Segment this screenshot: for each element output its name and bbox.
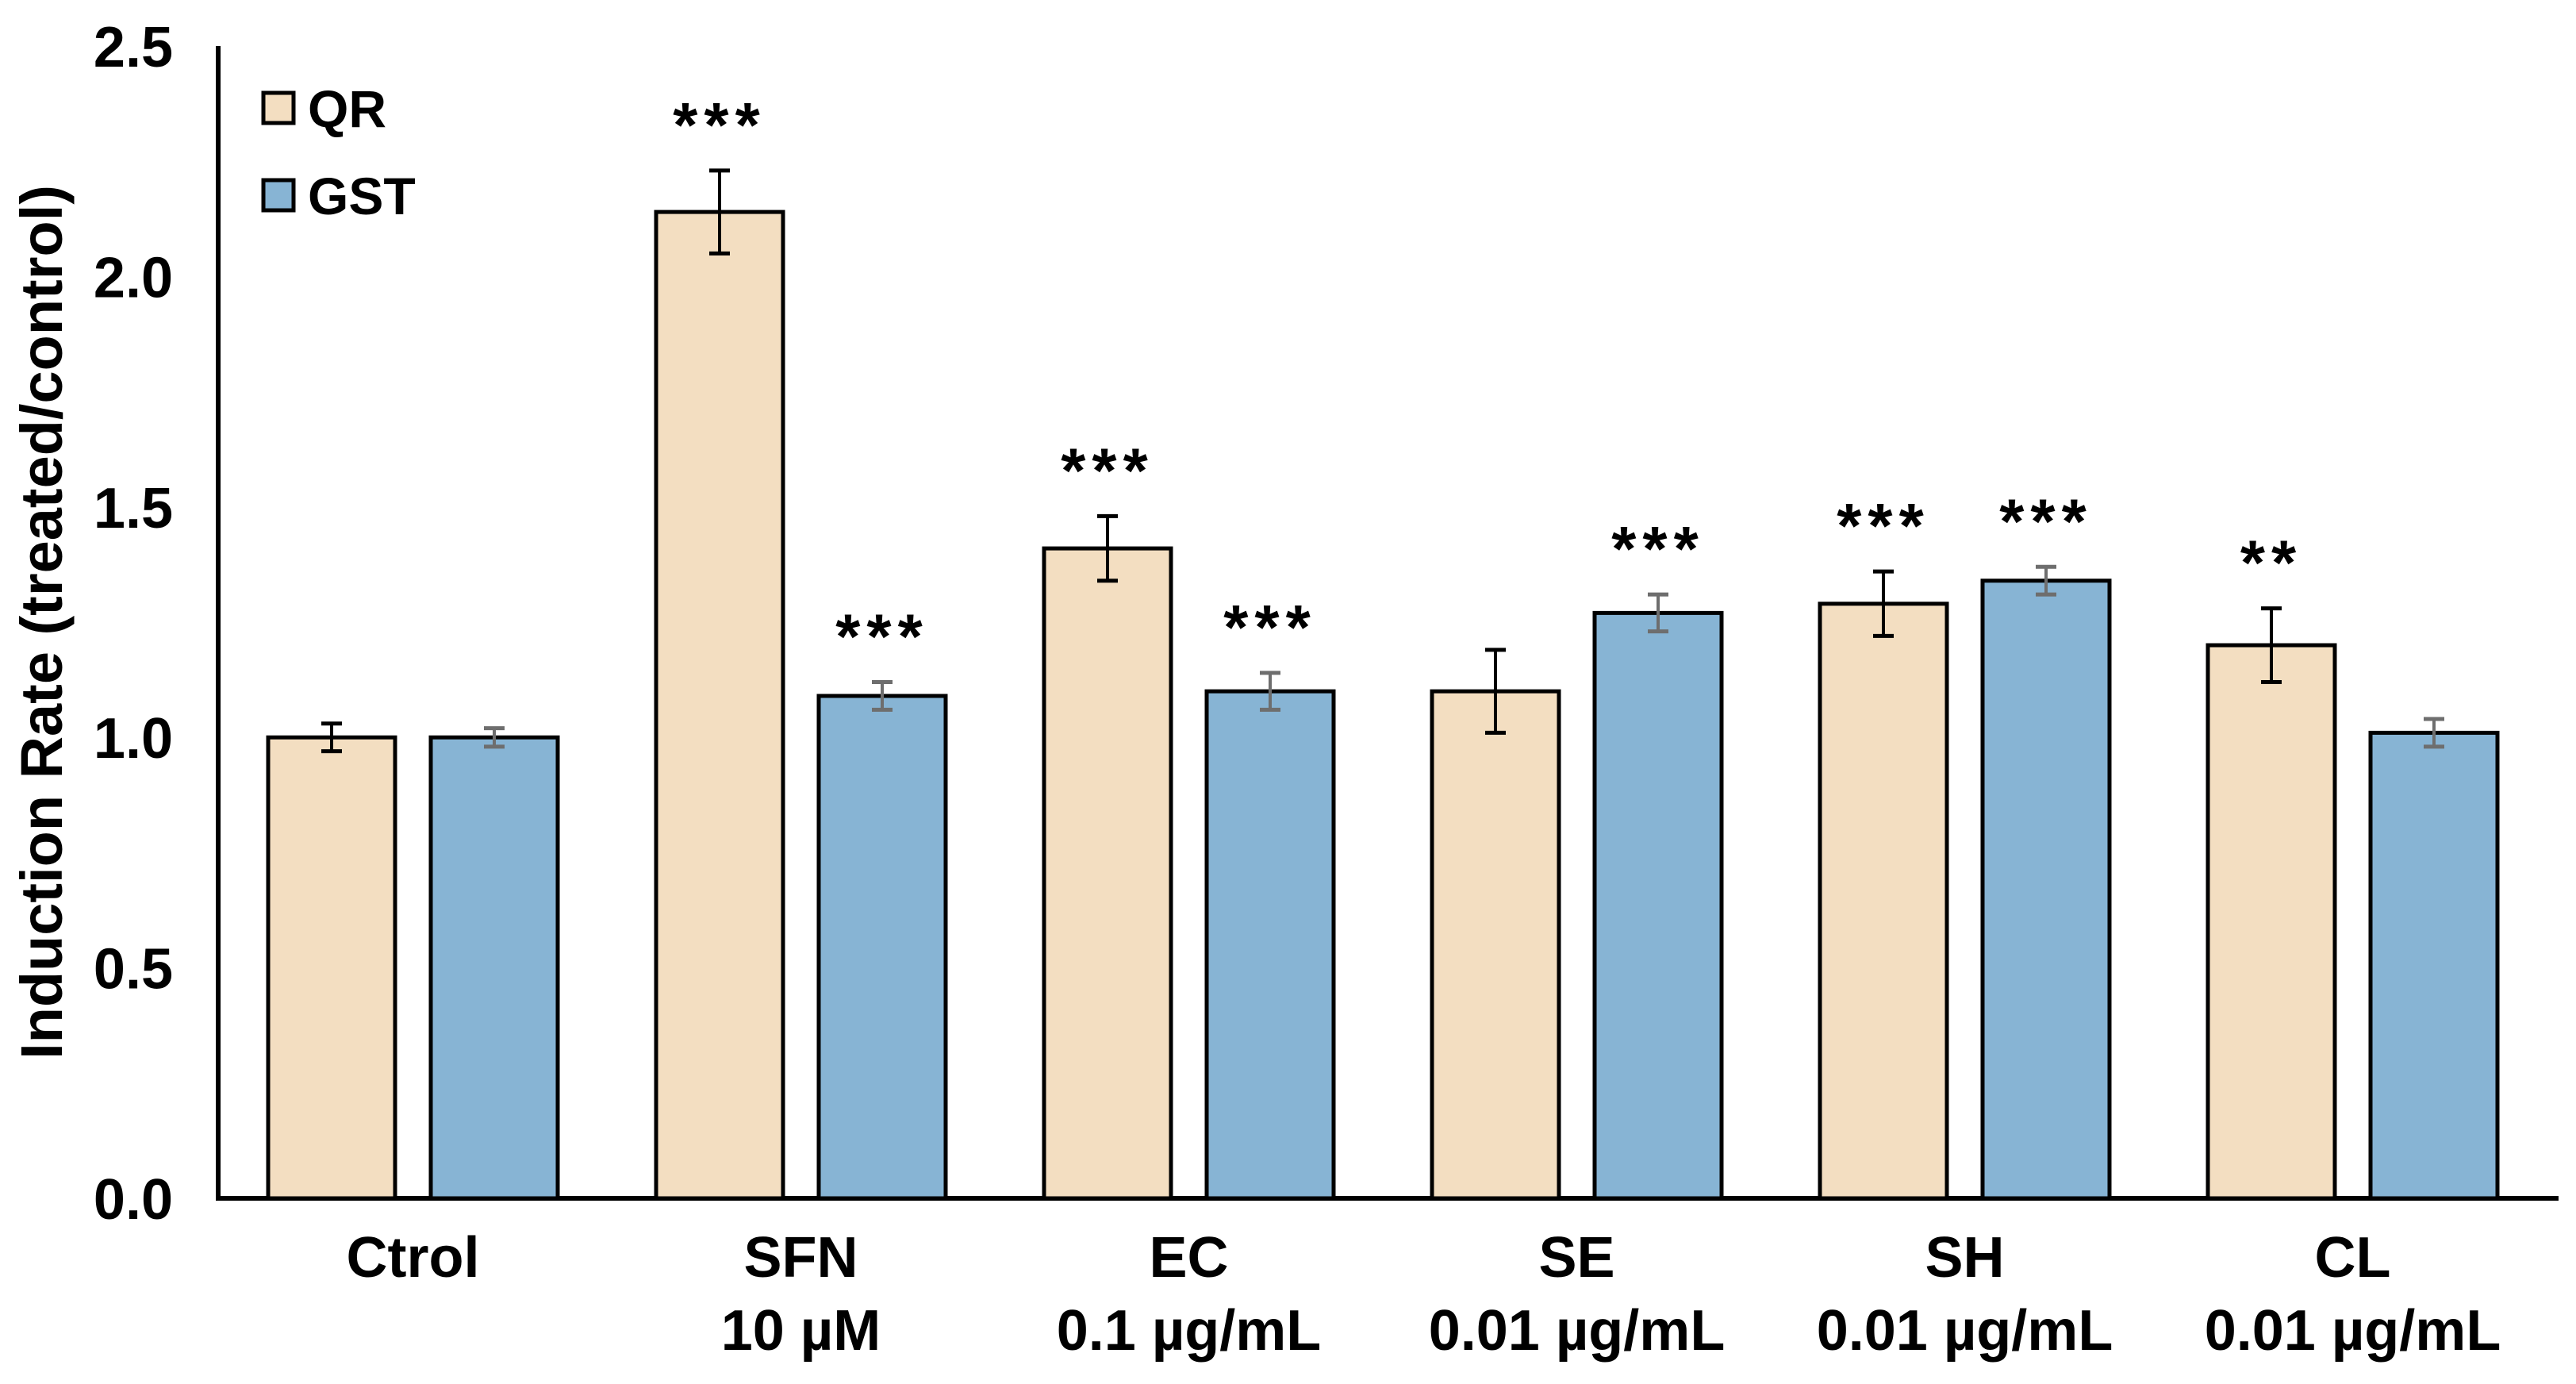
x-category-dose: 0.01 µg/mL	[2205, 1299, 2501, 1363]
y-tick-label: 2.5	[94, 16, 173, 79]
bar-qr	[266, 735, 397, 1201]
significance-marker: ***	[1611, 513, 1704, 584]
bar-groups: ************** ****** ***	[266, 90, 2500, 1201]
legend-label-gst: GST	[308, 167, 416, 225]
legend-swatch-gst	[261, 178, 296, 213]
x-category-dose: 0.01 µg/mL	[1817, 1299, 2113, 1363]
bar-gst	[2368, 730, 2500, 1201]
bar-gst	[428, 735, 560, 1201]
y-tick-label: 1.0	[94, 707, 173, 771]
x-category-dose: 0.1 µg/mL	[1057, 1299, 1322, 1363]
y-tick-label: 0.0	[94, 1168, 173, 1232]
legend-swatch-qr	[261, 90, 296, 125]
significance-marker: ***	[835, 602, 928, 672]
y-tick-label: 1.5	[94, 477, 173, 540]
significance-marker: ***	[1061, 435, 1154, 506]
bar-qr	[1818, 602, 1949, 1201]
bar-gst	[1204, 689, 1336, 1201]
significance-marker: **	[2240, 528, 2302, 598]
bar-gst	[816, 694, 948, 1201]
bar-qr	[654, 210, 785, 1201]
significance-marker: ***	[1223, 592, 1316, 663]
significance-marker: ***	[1837, 490, 1929, 561]
x-category-name: SH	[1925, 1226, 2004, 1290]
x-category-dose: 0.01 µg/mL	[1429, 1299, 1726, 1363]
x-category-name: SE	[1538, 1226, 1614, 1290]
significance-marker: ***	[1999, 486, 2092, 556]
bar-gst	[1980, 579, 2112, 1201]
bar-gst	[1592, 610, 1724, 1201]
bar-qr	[1430, 689, 1561, 1201]
x-category-name: EC	[1149, 1226, 1228, 1290]
x-category-name: CL	[2315, 1226, 2391, 1290]
bar-qr	[1042, 546, 1173, 1201]
x-category-name: Ctrol	[347, 1226, 480, 1290]
x-category-dose: 10 µM	[721, 1299, 881, 1363]
bar-qr	[2206, 643, 2337, 1201]
y-tick-label: 2.0	[94, 246, 173, 309]
legend: QR GST	[261, 79, 416, 225]
legend-label-qr: QR	[308, 79, 386, 138]
x-category-labels: Ctrol SFN 10 µM EC 0.1 µg/mL SE 0.01 µg/mL SH 0.…	[347, 1226, 2501, 1363]
y-tick-labels: 0.0 0.5 1.0 1.5 2.0 2.5	[94, 16, 173, 1232]
x-category-name: SFN	[744, 1226, 858, 1290]
y-tick-label: 0.5	[94, 938, 173, 1001]
significance-marker: ***	[673, 90, 766, 160]
y-axis-title: Induction Rate (treated/control)	[9, 185, 75, 1059]
